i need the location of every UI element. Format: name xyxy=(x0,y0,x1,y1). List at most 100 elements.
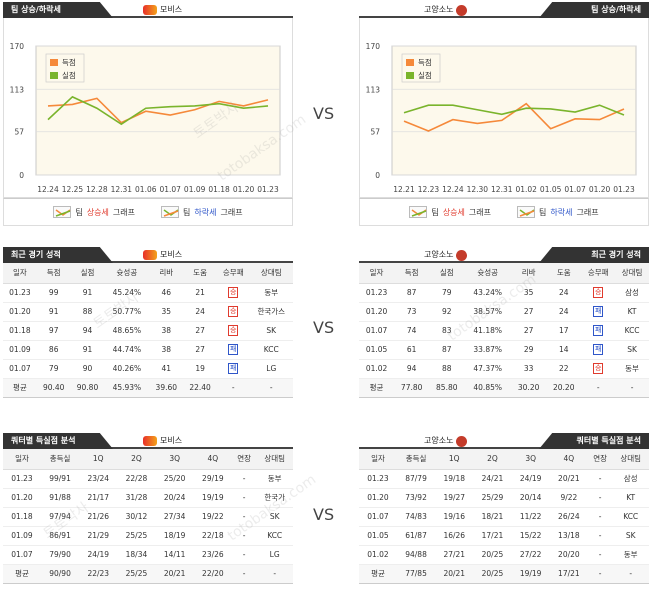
table-cell: 18/21 xyxy=(473,507,512,527)
legend-swatch xyxy=(406,72,414,79)
table-cell: 21/17 xyxy=(79,488,118,508)
table-cell: 26/24 xyxy=(549,507,588,527)
table-cell: 평균 xyxy=(3,564,41,584)
table-row: 01.20 73 92 38.57% 27 24 패 KT xyxy=(359,302,649,322)
table-cell: 27/34 xyxy=(155,507,194,527)
column-header: 1Q xyxy=(435,449,474,470)
table-cell: 30/12 xyxy=(117,507,156,527)
series-line-score xyxy=(47,97,269,124)
x-tick-label: 12.31 xyxy=(111,185,133,194)
section-title: 최근 경기 성적 xyxy=(3,247,113,263)
table-row: 01.23 99 91 45.24% 46 21 승 동부 xyxy=(3,283,293,303)
table-cell: 9/22 xyxy=(549,488,588,508)
table-cell: 88 xyxy=(429,359,465,379)
vs-label: VS xyxy=(313,104,335,123)
result-cell: 패 xyxy=(581,302,616,322)
team-name: 모비스 xyxy=(160,5,183,14)
table-row: 01.23 87 79 43.24% 35 24 승 삼성 xyxy=(359,283,649,303)
table-cell: 20/21 xyxy=(155,564,194,584)
team-label: 모비스 xyxy=(143,2,182,18)
column-header: 리바 xyxy=(511,263,547,284)
table-cell: KCC xyxy=(615,321,649,341)
table-cell: 99 xyxy=(36,283,71,303)
quarter-analysis-table: 일자 총득실 1Q 2Q 3Q 4Q 연장 상대팀 01.23 99/91 23/24 22/28 2… xyxy=(3,449,293,584)
column-header: 일자 xyxy=(3,449,41,470)
table-row: 01.09 86/91 21/29 25/25 18/19 22/18- KCC xyxy=(3,526,293,546)
table-cell: 43.24% xyxy=(464,283,512,303)
y-tick-label: 113 xyxy=(366,85,381,94)
table-cell: - xyxy=(587,507,613,527)
table-cell: 01.20 xyxy=(3,488,41,508)
y-tick-label: 170 xyxy=(10,42,25,51)
x-tick-label: 01.07 xyxy=(564,185,586,194)
table-cell: 29/19 xyxy=(193,469,232,489)
table-cell: 24 xyxy=(546,283,582,303)
table-cell: 97/94 xyxy=(40,507,80,527)
team-name: 고양소노 xyxy=(424,436,454,445)
table-row: 01.23 99/91 23/24 22/28 25/20 29/19- 동부 xyxy=(3,469,293,489)
table-cell: 39.60 xyxy=(149,378,184,398)
table-cell: 01.20 xyxy=(359,488,397,508)
legend-suffix: 그래프 xyxy=(220,207,243,217)
table-cell: 01.07 xyxy=(359,507,397,527)
vs-label: VS xyxy=(313,318,335,337)
result-badge: 승 xyxy=(593,287,604,298)
table-cell: 90 xyxy=(70,359,105,379)
table-cell: 22/20 xyxy=(193,564,232,584)
table-cell: 20/25 xyxy=(473,564,512,584)
x-tick-label: 12.31 xyxy=(491,185,513,194)
section-header: 최근 경기 성적 모비스 xyxy=(3,247,293,263)
table-cell: 동부 xyxy=(615,359,649,379)
table-cell: 41 xyxy=(149,359,184,379)
table-cell: 94 xyxy=(394,359,430,379)
table-cell: 44.74% xyxy=(104,340,150,360)
table-cell: 동부 xyxy=(249,283,293,303)
y-tick-label: 0 xyxy=(19,171,24,180)
chart-legend-bar: 팀 상승세 그래프 팀 하락세 그래프 xyxy=(359,198,649,226)
table-cell: 74/83 xyxy=(396,507,436,527)
table-cell: 38.57% xyxy=(464,302,512,322)
average-row: 평균 77.80 85.80 40.85% 30.20 20.20- - xyxy=(359,378,649,398)
table-cell: 90.80 xyxy=(70,378,105,398)
y-tick-label: 0 xyxy=(375,171,380,180)
table-cell: 90/90 xyxy=(40,564,80,584)
table-cell: 47.37% xyxy=(464,359,512,379)
result-badge: 패 xyxy=(228,363,239,374)
column-header: 승무패 xyxy=(216,263,250,284)
team-logo-icon xyxy=(143,436,157,446)
table-cell: 19/19 xyxy=(193,488,232,508)
team-name: 고양소노 xyxy=(424,250,454,259)
table-cell: 22/18 xyxy=(193,526,232,546)
table-cell: 19/22 xyxy=(193,507,232,527)
table-cell: 01.05 xyxy=(359,526,397,546)
table-cell: 25/20 xyxy=(155,469,194,489)
team-logo-icon xyxy=(143,5,157,15)
x-tick-label: 01.20 xyxy=(233,185,255,194)
table-row: 01.23 87/79 19/18 24/21 24/19 20/21- 삼성 xyxy=(359,469,649,489)
rise-graph-icon xyxy=(53,206,72,218)
table-cell: 88 xyxy=(70,302,105,322)
table-cell: 21/29 xyxy=(79,526,118,546)
column-header: 도움 xyxy=(546,263,582,284)
legend-prefix: 팀 xyxy=(539,207,547,217)
table-cell: 17/21 xyxy=(473,526,512,546)
x-tick-label: 01.23 xyxy=(257,185,279,194)
table-cell: 01.18 xyxy=(3,321,37,341)
result-badge: 승 xyxy=(228,325,239,336)
column-header: 실점 xyxy=(429,263,465,284)
table-cell: 01.18 xyxy=(3,507,41,527)
column-header: 연장 xyxy=(587,449,613,470)
x-tick-label: 01.23 xyxy=(613,185,635,194)
table-cell: 73/92 xyxy=(396,488,436,508)
table-cell: 87 xyxy=(394,283,430,303)
table-cell: 97 xyxy=(36,321,71,341)
table-row: 01.05 61/87 16/26 17/21 15/22 13/18- SK xyxy=(359,526,649,546)
table-cell: 48.65% xyxy=(104,321,150,341)
table-cell: 16/26 xyxy=(435,526,474,546)
table-cell: 23/26 xyxy=(193,545,232,565)
rise-graph-icon xyxy=(409,206,428,218)
table-cell: 01.05 xyxy=(359,340,395,360)
table-cell: 19 xyxy=(183,359,217,379)
table-cell: 31/28 xyxy=(117,488,156,508)
table-row: 01.18 97 94 48.65% 38 27 승 SK xyxy=(3,321,293,341)
